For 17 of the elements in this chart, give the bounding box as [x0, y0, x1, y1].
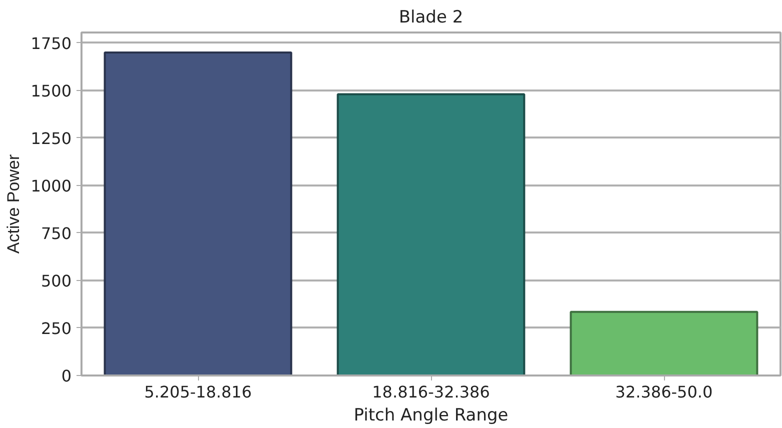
y-tick-label: 1500: [30, 81, 72, 100]
y-axis-title: Active Power: [4, 154, 23, 254]
bar: [570, 310, 758, 376]
bar: [336, 93, 526, 376]
bar: [104, 51, 292, 376]
y-tick-label: 1250: [30, 128, 72, 148]
x-axis-title: Pitch Angle Range: [354, 406, 508, 426]
y-tick-label: 1750: [30, 34, 72, 53]
y-tick-label: 750: [40, 224, 72, 243]
y-tick-label: 250: [40, 318, 72, 338]
x-tick-label: 32.386-50.0: [615, 382, 713, 402]
chart-title: Blade 2: [398, 8, 464, 28]
y-tick-label: 1000: [30, 176, 72, 196]
y-tick-label: 500: [40, 271, 72, 290]
x-tick-label: 18.816-32.386: [372, 382, 490, 402]
y-tick-label: 0: [61, 366, 72, 386]
x-tick-label: 5.205-18.816: [144, 382, 252, 402]
